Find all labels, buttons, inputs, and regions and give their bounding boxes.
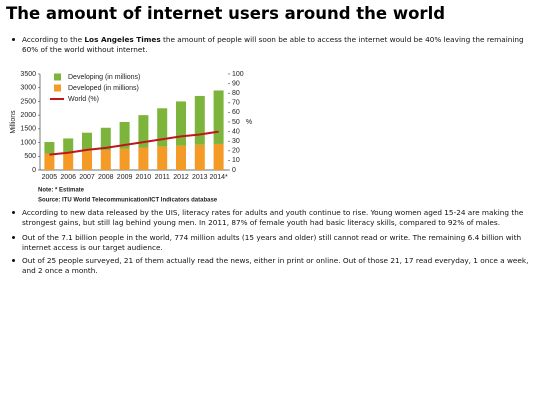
y-tick-label: 1000 [20,139,36,146]
bold-text: Los Angeles Times [84,35,161,44]
y-tick-label: 2000 [20,112,36,119]
bar [213,143,224,170]
y-tick-label: 3000 [20,85,36,92]
x-tick-label: 2008 [98,174,114,181]
bullet: According to new data released by the UI… [12,208,532,227]
text: Out of the 7.1 billion people in the wor… [22,233,522,252]
y2-tick-label: 10 [232,157,240,164]
y2-tick-label: 30 [232,138,240,145]
legend-swatch [54,84,61,92]
bar [44,142,55,154]
x-tick-label: 2013 [192,174,208,181]
x-tick-label: 2006 [60,174,76,181]
y2-axis-label: % [246,119,252,126]
bar [100,149,111,170]
text: According to the [22,35,85,44]
text: According to new data released by the UI… [22,208,524,227]
y2-tick-label: 50 [232,119,240,126]
x-tick-label: 2007 [79,174,95,181]
y2-tick-label: 80 [232,90,240,97]
bar [63,152,74,170]
text: Out of 25 people surveyed, 21 of them ac… [22,256,529,275]
x-tick-label: 2014* [209,174,228,181]
note: Note: * Estimate [38,188,85,194]
x-tick-label: 2009 [117,174,133,181]
y2-tick-label: 100 [232,71,244,78]
bullet: According to the Los Angeles Times the a… [12,35,532,54]
chart: 0 500 1000 1500 2000 2500 3000 3500 0 10 20 30 40 50 6… [10,71,252,202]
page-title: The amount of internet users around the … [6,4,446,23]
y-tick-label: 0 [32,167,36,174]
source: Source: ITU World Telecommunication/ICT … [38,198,218,202]
y-tick-label: 500 [24,153,36,160]
bullet: Out of the 7.1 billion people in the wor… [12,233,532,252]
bar [100,127,111,150]
y2-tick-label: 60 [232,109,240,116]
bar [119,148,130,170]
x-tick-label: 2005 [42,174,58,181]
bar [82,132,92,151]
bar [82,150,92,170]
bar [176,101,186,146]
bullet: Out of 25 people surveyed, 21 of them ac… [12,256,532,275]
y2-tick-label: 70 [232,100,240,107]
line [49,130,219,156]
bar [194,95,205,145]
bar [44,153,55,170]
x-tick-label: 2012 [173,174,189,181]
x-tick-label: 2010 [136,174,152,181]
bar [119,122,130,149]
bar [176,145,186,170]
y2-tick-label: 0 [232,167,236,174]
text: the amount of people will soon be able t… [22,35,524,54]
bar [63,138,74,153]
bar [138,147,149,170]
y2-tick-label: 90 [232,80,240,87]
x-tick-label: 2011 [155,174,170,181]
legend-swatch [54,73,61,81]
bar [194,144,205,170]
legend-label: Developing (in millions) [68,74,140,81]
legend-label: World (%) [68,96,99,103]
y-axis-label: Millions [10,110,17,134]
y-tick-label: 2500 [20,98,36,105]
bar [138,115,149,148]
y-tick-label: 3500 [20,71,36,78]
y2-tick-label: 20 [232,148,240,155]
y-tick-label: 1500 [20,126,36,133]
y2-tick-label: 40 [232,128,240,135]
bar [157,108,168,147]
bar [213,90,224,144]
bar [157,146,168,170]
legend-label: Developed (in millions) [68,85,139,92]
